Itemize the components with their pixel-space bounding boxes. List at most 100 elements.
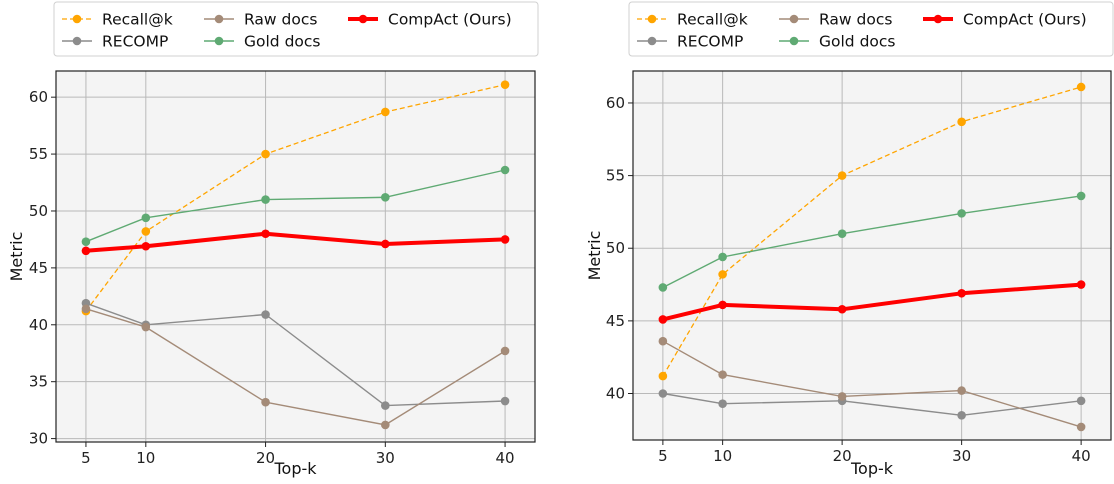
data-point xyxy=(718,370,727,379)
legend-marker xyxy=(789,14,799,24)
x-axis-label: Top-k xyxy=(850,459,894,478)
x-tick-label: 30 xyxy=(376,449,395,467)
data-point xyxy=(500,346,510,356)
x-tick-label: 10 xyxy=(136,449,155,467)
data-point xyxy=(718,252,727,262)
x-tick-label: 40 xyxy=(1072,447,1091,465)
data-point xyxy=(500,165,510,175)
data-point xyxy=(718,399,727,408)
legend-entry: Recall@k xyxy=(102,11,173,29)
legend: Recall@k RECOMP Raw docs Gold docs CompAct (… xyxy=(53,1,539,57)
x-tick-label: 20 xyxy=(256,449,275,467)
data-point xyxy=(837,171,847,180)
data-point xyxy=(957,209,966,218)
data-point xyxy=(81,237,91,247)
y-tick-label: 60 xyxy=(606,94,625,112)
y-tick-label: 45 xyxy=(29,259,48,277)
data-point xyxy=(658,315,668,324)
data-point xyxy=(381,401,390,410)
x-tick-label: 10 xyxy=(713,447,732,465)
legend-marker xyxy=(214,36,224,46)
data-point xyxy=(837,392,847,401)
data-point xyxy=(957,117,966,127)
data-point xyxy=(500,396,510,406)
data-point xyxy=(957,288,966,298)
y-tick-label: 60 xyxy=(29,88,48,106)
y-tick-label: 30 xyxy=(29,430,48,448)
plot-area xyxy=(56,71,535,442)
data-point xyxy=(141,241,151,251)
legend-marker xyxy=(214,14,224,24)
legend-marker xyxy=(789,36,799,46)
y-tick-label: 40 xyxy=(29,316,48,334)
data-point xyxy=(261,149,270,159)
data-point xyxy=(381,107,390,117)
chart-2: 5 10 20 30 40 40 45 50 55 60 Top-k Metric Recall@k RE… xyxy=(585,1,1114,478)
chart-1: 5 10 20 30 40 30 35 40 45 50 55 60 Top-k Metric Recall… xyxy=(7,1,539,478)
x-axis-label: Top-k xyxy=(273,459,317,478)
data-point xyxy=(141,322,151,332)
legend-marker xyxy=(358,14,368,24)
data-point xyxy=(141,227,151,236)
data-point xyxy=(658,389,668,398)
y-tick-label: 55 xyxy=(606,167,625,185)
x-tick-label: 40 xyxy=(496,449,515,467)
data-point xyxy=(261,310,270,319)
legend-entry: Gold docs xyxy=(244,33,321,51)
data-point xyxy=(718,270,727,279)
data-point xyxy=(1076,396,1086,406)
y-tick-label: 50 xyxy=(606,239,625,257)
legend-marker xyxy=(72,14,82,24)
plot-area xyxy=(633,71,1111,440)
data-point xyxy=(261,397,270,407)
data-point xyxy=(381,239,390,249)
data-point xyxy=(718,300,727,310)
data-point xyxy=(658,371,668,381)
data-point xyxy=(957,386,966,395)
legend-entry: RECOMP xyxy=(102,33,168,51)
data-point xyxy=(500,235,510,244)
y-tick-label: 55 xyxy=(29,145,48,163)
y-axis-label: Metric xyxy=(585,231,604,281)
data-point xyxy=(1076,280,1086,289)
legend-box xyxy=(628,1,1114,57)
legend-entry: Raw docs xyxy=(244,11,317,29)
y-tick-label: 50 xyxy=(29,202,48,220)
legend-entry: RECOMP xyxy=(677,33,743,51)
data-point xyxy=(957,411,966,420)
y-tick-label: 45 xyxy=(606,312,625,330)
legend-entry: Recall@k xyxy=(677,11,748,29)
data-point xyxy=(261,229,270,239)
data-point xyxy=(81,246,91,256)
plot-frame xyxy=(55,70,536,443)
legend-marker xyxy=(647,36,657,46)
data-point xyxy=(381,420,390,430)
data-point xyxy=(1076,82,1086,92)
legend-entry: Gold docs xyxy=(819,33,896,51)
data-point xyxy=(500,80,510,89)
data-point xyxy=(261,195,270,204)
data-point xyxy=(1076,422,1086,432)
plot-frame xyxy=(632,70,1112,441)
legend-box xyxy=(53,1,539,57)
y-tick-label: 40 xyxy=(606,385,625,403)
legend-entry: CompAct (Ours) xyxy=(963,11,1087,29)
data-point xyxy=(658,336,668,346)
y-tick-label: 35 xyxy=(29,373,48,391)
legend-entry: CompAct (Ours) xyxy=(388,11,512,29)
data-point xyxy=(81,304,91,314)
legend: Recall@k RECOMP Raw docs Gold docs CompAct (… xyxy=(628,1,1114,57)
x-tick-label: 5 xyxy=(81,449,91,467)
legend-marker xyxy=(647,14,657,24)
data-point xyxy=(141,213,151,223)
x-tick-label: 20 xyxy=(833,447,852,465)
data-point xyxy=(658,283,668,292)
data-point xyxy=(381,193,390,202)
legend-marker xyxy=(72,36,82,46)
data-point xyxy=(837,229,847,239)
y-axis-label: Metric xyxy=(7,232,26,282)
legend-entry: Raw docs xyxy=(819,11,892,29)
data-point xyxy=(837,304,847,314)
x-tick-label: 5 xyxy=(658,447,668,465)
